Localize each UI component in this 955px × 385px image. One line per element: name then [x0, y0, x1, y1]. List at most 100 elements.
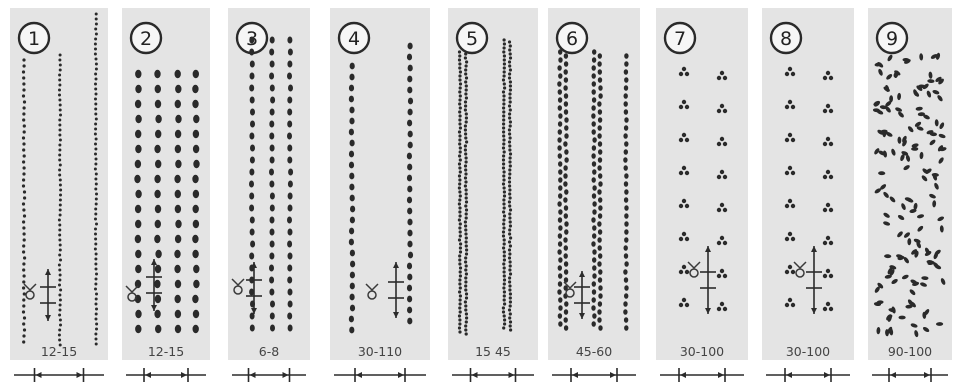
plant-dot	[407, 108, 413, 116]
plant-dot	[458, 122, 462, 126]
plant-dot	[348, 95, 354, 103]
plant-dot	[902, 57, 910, 62]
plant-dot	[58, 253, 62, 257]
plant-dot	[911, 146, 919, 151]
plant-dot	[932, 200, 937, 208]
plant-dot	[598, 197, 603, 203]
plant-dot	[58, 68, 62, 72]
plant-dot	[464, 136, 468, 140]
spacing-label: 30-100	[680, 344, 724, 359]
plant-dot	[903, 232, 911, 238]
plant-dot	[349, 73, 355, 81]
plant-dot	[458, 54, 462, 58]
plant-dot	[94, 72, 98, 76]
plant-dot	[348, 238, 354, 246]
plant-dot	[597, 125, 602, 131]
plant-dot	[678, 302, 684, 308]
plant-dot	[407, 119, 413, 127]
plant-dot	[597, 317, 602, 323]
plant-dot	[58, 308, 62, 312]
plant-dot	[407, 97, 414, 105]
plant-dot	[591, 281, 596, 287]
plant-dot	[508, 288, 512, 292]
plant-dot	[597, 69, 602, 75]
plant-dot	[22, 286, 26, 290]
plant-dot	[193, 279, 200, 289]
plant-dot	[287, 228, 293, 236]
plant-dot	[508, 264, 512, 268]
plant-dot	[59, 193, 62, 197]
plant-dot	[407, 317, 413, 325]
plant-dot	[564, 221, 569, 227]
plant-dot	[563, 213, 568, 219]
plant-dot	[508, 252, 512, 256]
plant-dot	[407, 306, 413, 314]
plant-dot	[287, 204, 293, 212]
plant-dot	[907, 126, 914, 133]
plant-dot	[787, 264, 793, 270]
panel-number: 8	[780, 28, 792, 50]
plant-dot	[458, 166, 462, 170]
plant-dot	[598, 285, 603, 291]
plant-dot	[509, 328, 513, 332]
plant-dot	[501, 90, 506, 94]
plant-dot	[58, 78, 62, 82]
plant-dot	[891, 306, 896, 314]
plant-dot	[464, 208, 469, 212]
spacing-marker	[700, 246, 716, 314]
plant-dot	[502, 170, 506, 174]
plant-dot	[557, 105, 562, 111]
plant-dot	[508, 172, 512, 176]
plant-dot	[598, 85, 603, 91]
plant-dot	[558, 161, 563, 167]
plant-dot	[719, 70, 725, 76]
plant-dot	[784, 71, 790, 77]
plant-dot	[464, 204, 468, 208]
plant-dot	[563, 181, 568, 187]
plant-dot	[507, 76, 512, 80]
plant-dot	[458, 82, 463, 86]
plant-dot	[903, 257, 909, 264]
plant-dot	[458, 262, 462, 266]
plant-dot	[900, 154, 905, 162]
plant-dot	[58, 133, 62, 137]
plant-dot	[895, 107, 903, 112]
plant-dot	[502, 286, 506, 290]
plant-dot	[464, 120, 468, 124]
plant-dot	[563, 165, 568, 171]
plant-dot	[58, 98, 62, 102]
plant-dot	[911, 249, 918, 255]
plant-dot	[154, 174, 161, 184]
panel-background	[10, 8, 108, 360]
plant-dot	[58, 243, 62, 247]
plant-dot	[58, 183, 62, 187]
panel-number: 7	[674, 28, 686, 50]
plant-dot	[22, 160, 26, 164]
plant-dot	[22, 238, 26, 242]
plant-dot	[563, 261, 569, 267]
plant-cluster	[716, 136, 728, 147]
spacing-marker	[806, 246, 822, 314]
plant-dot	[464, 228, 468, 232]
plant-dot	[828, 108, 834, 114]
plant-dot	[887, 54, 893, 62]
plant-dot	[623, 245, 628, 251]
plant-dot	[463, 56, 467, 60]
plant-dot	[597, 213, 603, 219]
plant-dot	[624, 205, 629, 211]
plant-dot	[464, 280, 468, 284]
plant-dot	[508, 152, 513, 156]
plant-dot	[877, 129, 884, 135]
plant-dot	[916, 214, 925, 219]
plant-dot	[458, 198, 462, 202]
plant-dot	[722, 174, 728, 180]
plant-dot	[175, 219, 182, 229]
plant-dot	[563, 141, 568, 147]
plant-dot	[155, 249, 162, 259]
plant-dot	[591, 177, 596, 183]
plant-dot	[155, 114, 162, 124]
panel-7: 7 30-100	[656, 8, 748, 382]
plant-dot	[464, 320, 468, 324]
plant-dot	[825, 202, 831, 208]
plant-dot	[564, 229, 569, 235]
